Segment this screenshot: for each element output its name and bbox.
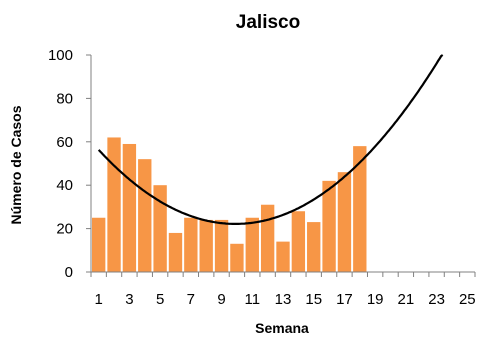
x-tick-label: 5	[156, 291, 164, 308]
bar-week-18	[353, 146, 367, 272]
y-axis-title: Número de Casos	[8, 105, 24, 224]
bar-week-2	[107, 137, 121, 272]
x-tick-label: 25	[459, 291, 476, 308]
y-tick-label: 60	[56, 134, 73, 151]
x-tick-label: 11	[244, 291, 260, 308]
x-axis-title: Semana	[255, 320, 309, 336]
bar-week-11	[245, 217, 259, 272]
x-tick-label: 23	[428, 291, 445, 308]
trendline	[97, 54, 444, 225]
x-tick-label: 17	[336, 291, 353, 308]
bar-week-9	[214, 219, 229, 272]
chart-title: Jalisco	[236, 12, 300, 33]
bar-week-13	[276, 241, 290, 272]
x-tick-label: 19	[367, 291, 384, 308]
bar-week-15	[307, 222, 321, 272]
y-ticks: 0 20 40 60 80 100	[48, 47, 91, 281]
y-tick-label: 0	[65, 264, 73, 281]
bar-week-5	[153, 185, 167, 272]
bar-week-12	[260, 204, 275, 272]
y-tick-label: 100	[48, 47, 73, 64]
x-tick-label: 3	[125, 291, 133, 308]
bar-week-4	[138, 159, 152, 272]
bar-week-3	[122, 143, 137, 272]
x-tick-label: 15	[305, 291, 322, 308]
y-tick-label: 40	[56, 177, 73, 194]
x-ticks: 1 3 5 7 9 11 13 15 17 19 21 23 25	[90, 272, 476, 308]
x-tick-label: 13	[275, 291, 292, 308]
bar-week-8	[199, 219, 213, 272]
x-tick-label: 7	[187, 291, 195, 308]
bar-week-1	[92, 217, 106, 272]
bar-week-7	[184, 217, 198, 272]
bar-week-17	[337, 172, 352, 272]
x-tick-label: 9	[217, 291, 225, 308]
bar-week-6	[168, 232, 183, 272]
bars-group	[92, 137, 367, 272]
y-tick-label: 20	[56, 221, 73, 238]
x-tick-label: 21	[398, 291, 415, 308]
y-tick-label: 80	[56, 90, 73, 107]
x-tick-label: 1	[95, 291, 103, 308]
bar-week-16	[322, 180, 336, 272]
bar-week-14	[291, 211, 306, 272]
bar-week-10	[230, 243, 244, 272]
